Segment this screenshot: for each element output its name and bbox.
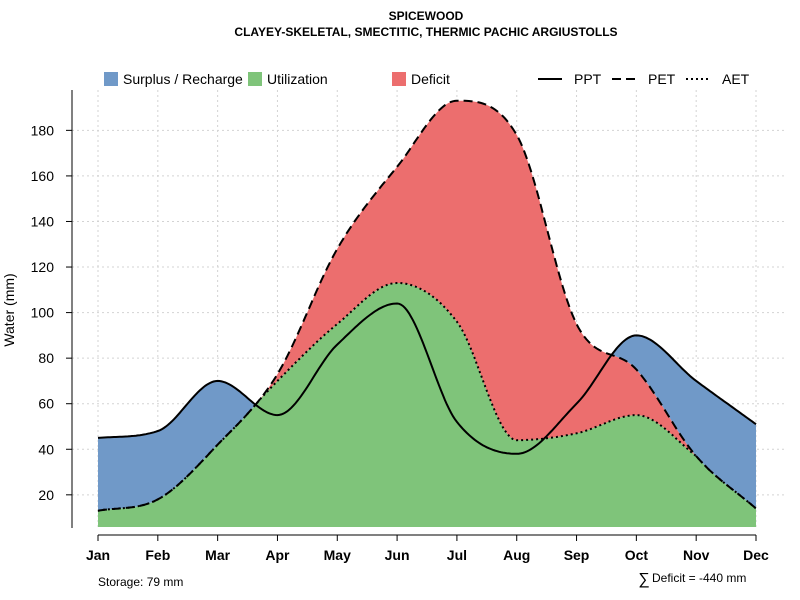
utilization-area (98, 283, 756, 527)
legend-swatch (248, 72, 262, 86)
water-balance-fills (98, 100, 756, 527)
deficit-annotation: Deficit = -440 mm (652, 571, 746, 585)
x-tick-label: Feb (145, 547, 170, 563)
series-pet-line (97, 99, 757, 512)
y-tick-label: 120 (31, 259, 55, 275)
x-tick-label: Jun (385, 547, 410, 563)
x-tick-label: Jan (86, 547, 110, 563)
x-tick-label: Dec (743, 547, 769, 563)
x-tick-label: Oct (625, 547, 649, 563)
legend: Surplus / Recharge Utilization Deficit PPT P… (104, 71, 750, 87)
surplus-area (98, 380, 256, 511)
x-tick-label: Nov (683, 547, 710, 563)
deficit-sum-icon: ∑ (638, 571, 649, 588)
y-tick-label: 40 (38, 441, 54, 457)
y-tick-label: 60 (38, 396, 54, 412)
legend-label: PET (648, 71, 676, 87)
x-tick-label: Jul (447, 547, 467, 563)
legend-label: Surplus / Recharge (123, 71, 243, 87)
y-tick-label: 160 (31, 168, 55, 184)
legend-swatch (392, 72, 406, 86)
legend-label: Utilization (267, 71, 328, 87)
surplus-area (612, 335, 756, 509)
legend-swatch (104, 72, 118, 86)
y-tick-label: 80 (38, 350, 54, 366)
y-axis-label: Water (mm) (1, 273, 17, 346)
x-tick-label: Apr (265, 547, 290, 563)
legend-label: AET (722, 71, 750, 87)
chart-title: SPICEWOOD (389, 9, 464, 23)
x-tick-label: May (324, 547, 351, 563)
deficit-area (98, 100, 756, 511)
y-tick-label: 180 (31, 122, 55, 138)
y-tick-label: 20 (38, 487, 54, 503)
storage-annotation: Storage: 79 mm (98, 575, 183, 589)
series-lines (97, 99, 757, 512)
series-ppt-line (97, 302, 757, 455)
legend-label: Deficit (411, 71, 450, 87)
x-tick-label: Mar (205, 547, 230, 563)
legend-label: PPT (574, 71, 602, 87)
y-tick-label: 140 (31, 213, 55, 229)
x-tick-label: Aug (503, 547, 530, 563)
chart-subtitle: CLAYEY-SKELETAL, SMECTITIC, THERMIC PACH… (234, 25, 617, 39)
x-tick-label: Sep (564, 547, 590, 563)
y-tick-label: 100 (31, 305, 55, 321)
axes: 20 40 60 80 100 120 140 160 180 Jan Feb Mar Apr May Ju… (31, 90, 769, 563)
